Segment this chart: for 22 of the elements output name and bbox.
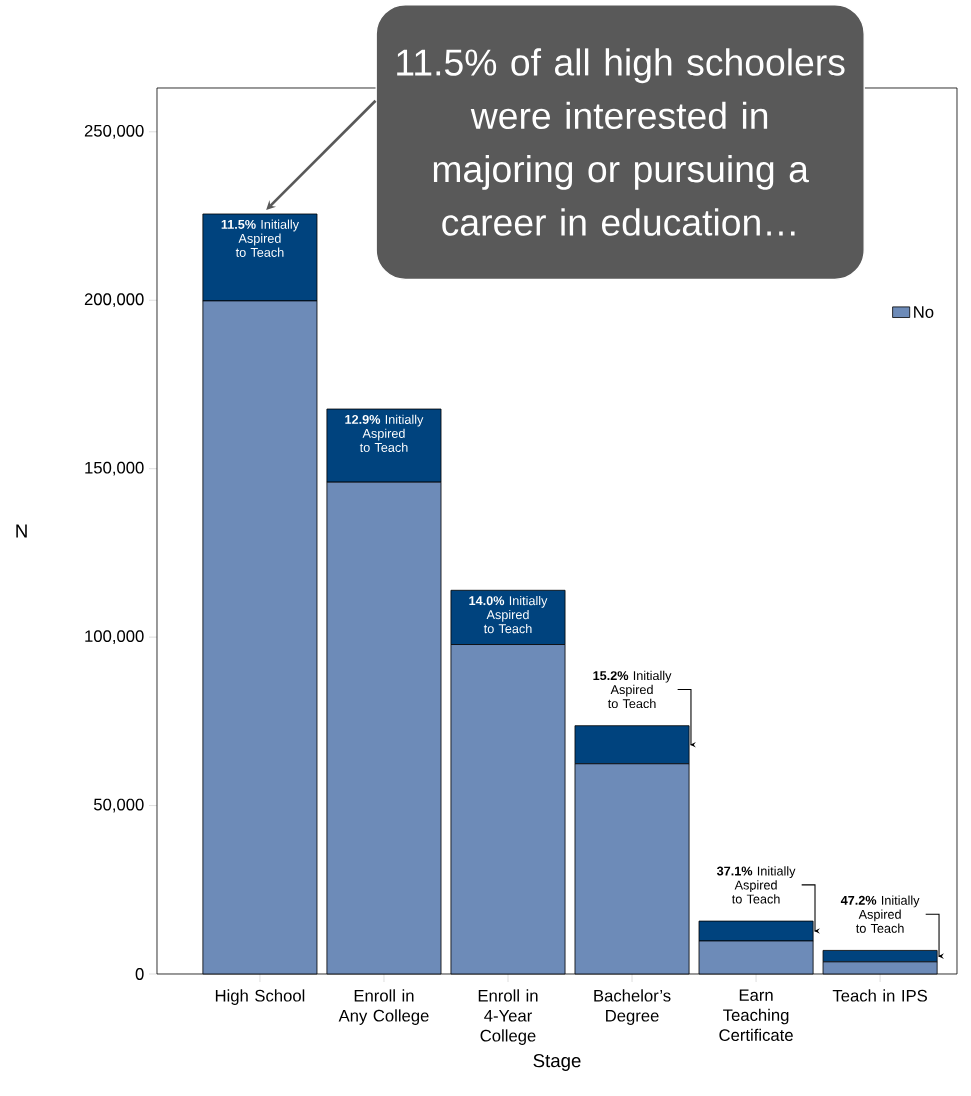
annotation: 15.2% Initially Aspired to Teach bbox=[593, 670, 672, 709]
x-tick-label: Earn Teaching Certificate bbox=[719, 989, 793, 1041]
y-tick-label: 150,000 bbox=[85, 461, 144, 476]
x-tick-label: Bachelor’s Degree bbox=[594, 989, 671, 1025]
annotation: 37.1% Initially Aspired to Teach bbox=[716, 866, 796, 904]
x-axis-title: Stage bbox=[533, 1054, 581, 1071]
x-tick-label: High School bbox=[215, 989, 305, 1005]
annotation: 47.2% Initially Aspired to Teach bbox=[840, 895, 920, 933]
annotation: 11.5% Initially Aspired to Teach bbox=[221, 219, 299, 257]
y-tick-label: 50,000 bbox=[93, 798, 144, 813]
x-tick-label: Enroll in Any College bbox=[338, 989, 429, 1025]
y-tick-label: 250,000 bbox=[84, 124, 144, 139]
annotation: 12.9% Initially Aspired to Teach bbox=[345, 414, 424, 452]
annotation: 14.0% Initially Aspired to Teach bbox=[469, 595, 548, 634]
y-tick-label: 0 bbox=[135, 968, 144, 980]
y-tick-label: 100,000 bbox=[85, 630, 144, 644]
legend-label: No bbox=[914, 306, 934, 318]
x-tick-label: Enroll in 4-Year College bbox=[478, 989, 538, 1045]
y-tick-label: 200,000 bbox=[84, 293, 144, 308]
y-axis-title: N bbox=[16, 524, 27, 538]
annotation: 11.5% of all high schoolers were interested in majoring or pursuing a career in education… bbox=[397, 48, 845, 236]
x-tick-label: Teach in IPS bbox=[832, 989, 928, 1002]
